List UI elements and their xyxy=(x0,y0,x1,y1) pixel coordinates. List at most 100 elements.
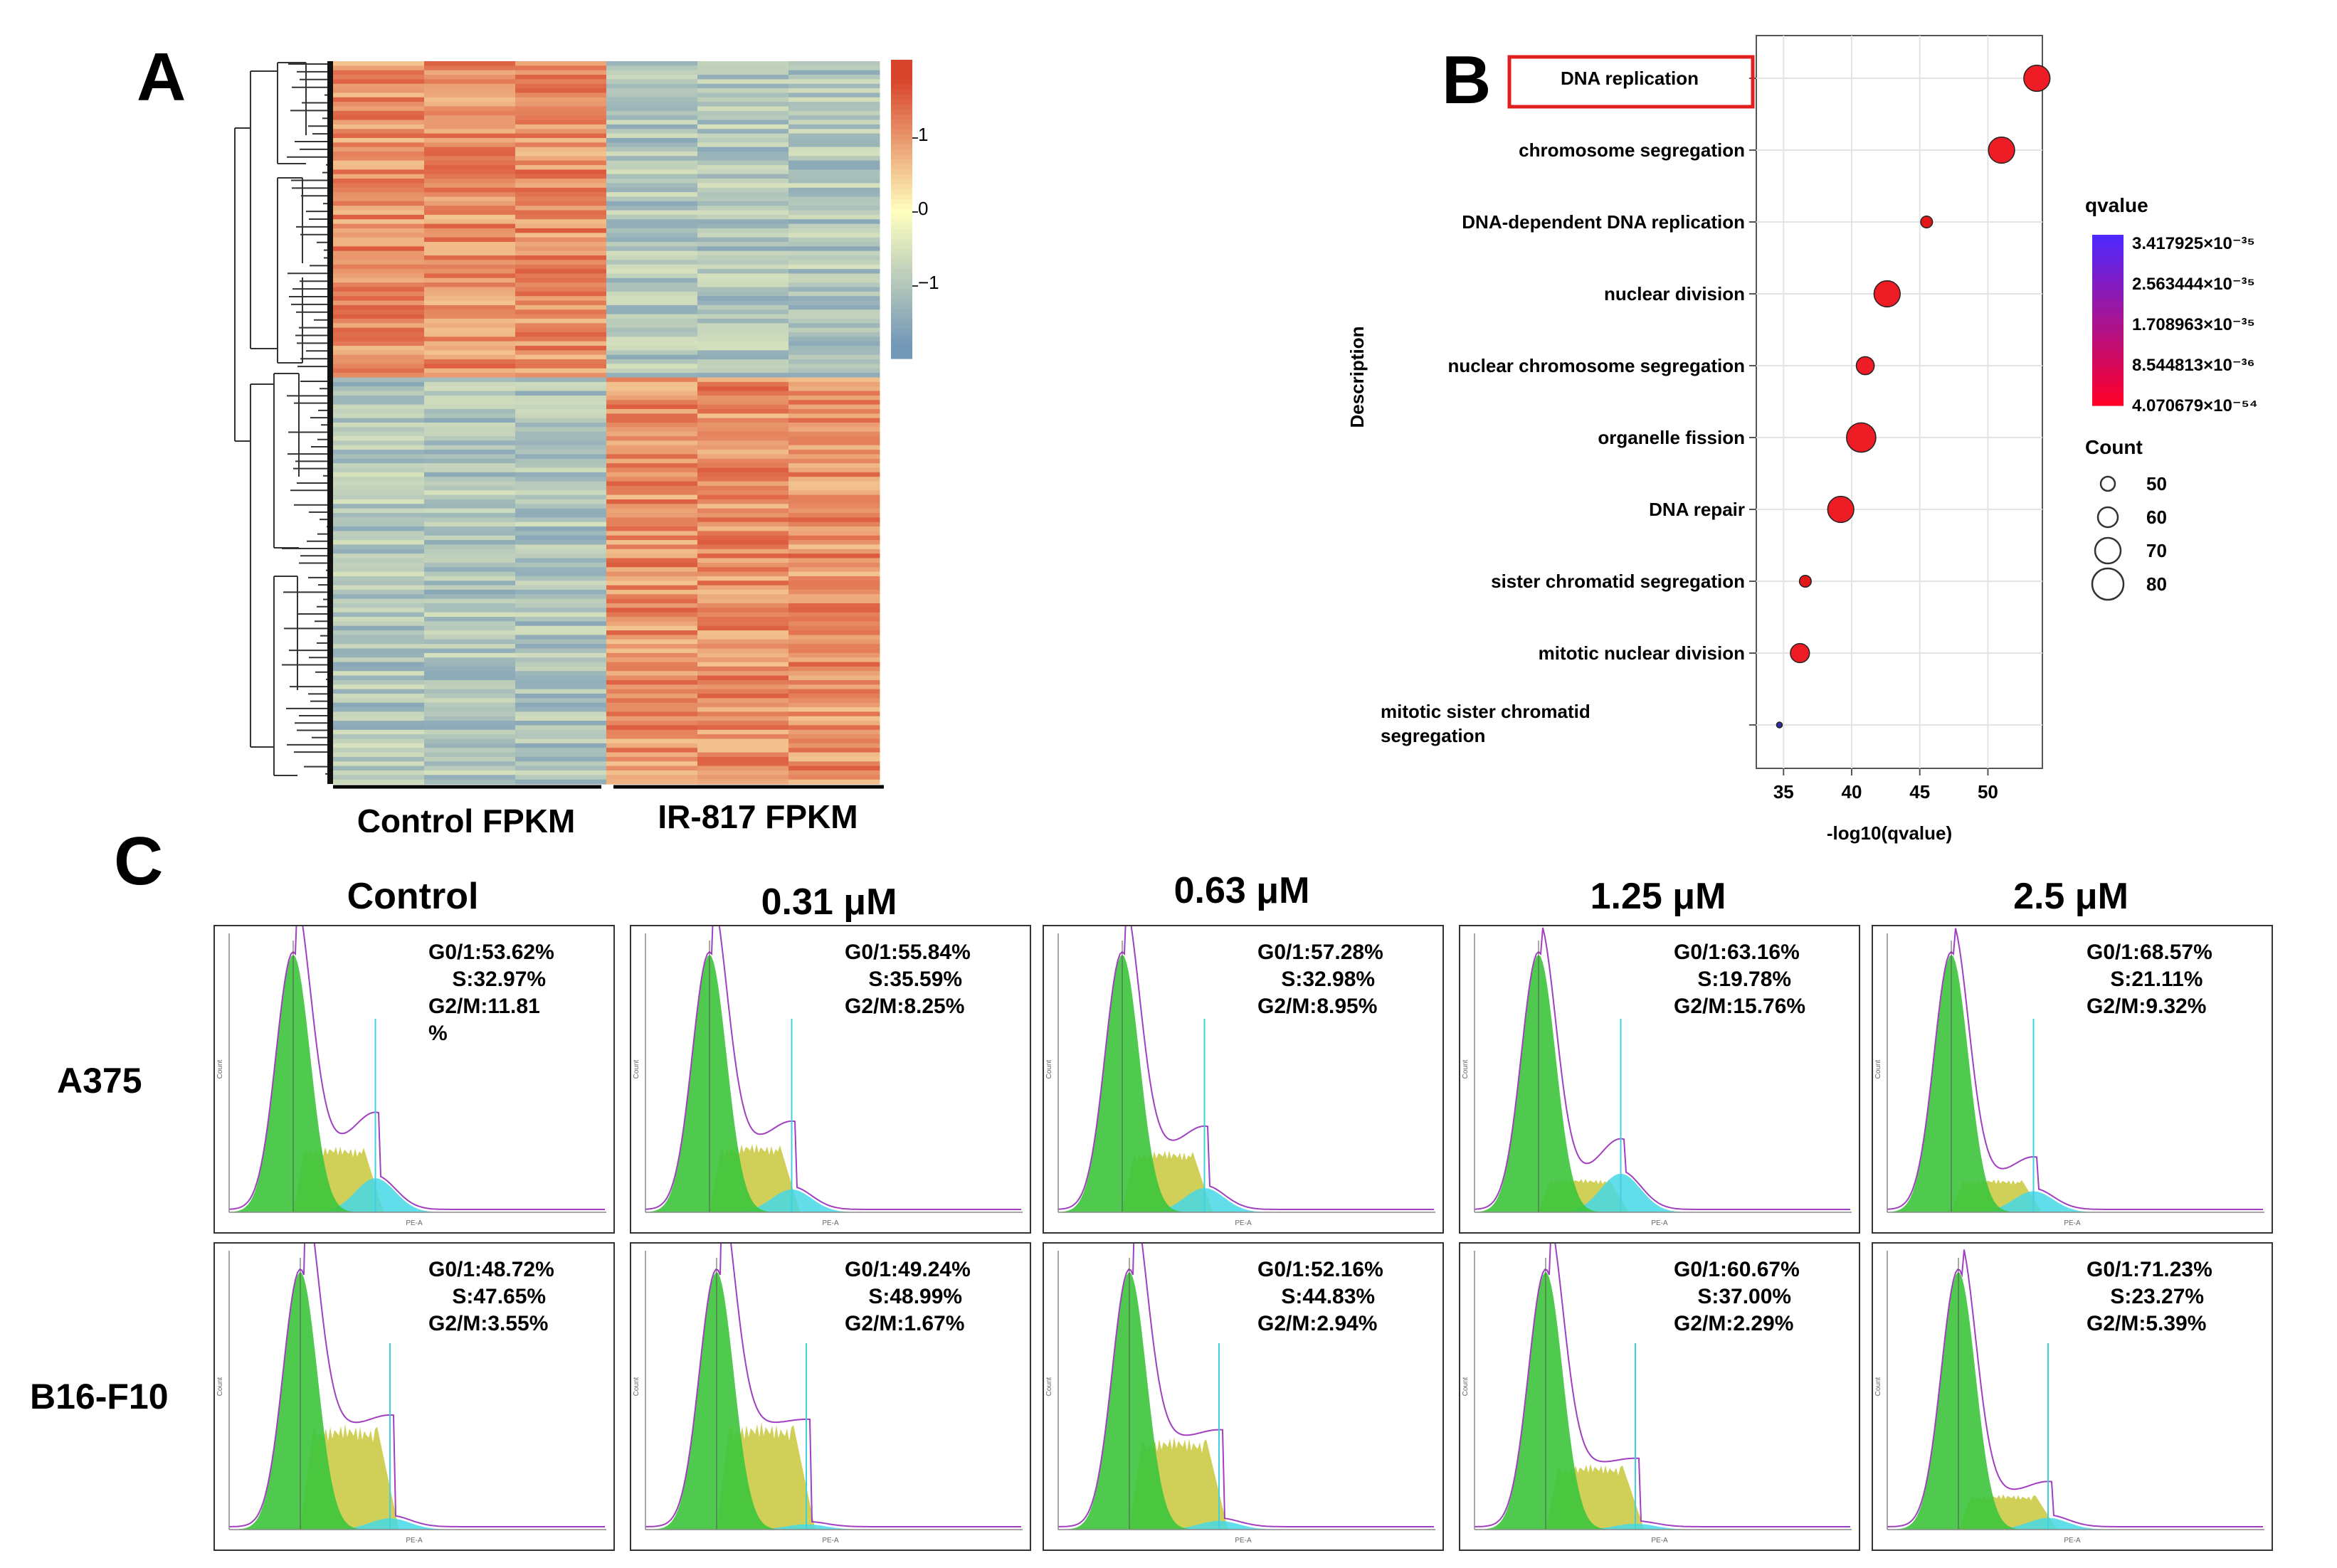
heatmap-cell xyxy=(788,748,880,753)
heatmap-cell xyxy=(788,666,880,672)
heatmap-cell xyxy=(788,617,880,622)
heatmap-cell xyxy=(606,187,698,193)
colorbar-segment xyxy=(891,229,912,235)
heatmap-cell xyxy=(424,354,516,360)
heatmap-cell xyxy=(606,413,698,419)
heatmap-cell xyxy=(515,567,607,573)
heatmap-cell xyxy=(515,508,607,514)
heatmap-cell xyxy=(697,427,789,433)
heatmap-cell xyxy=(333,716,425,721)
heatmap-cell xyxy=(424,291,516,297)
heatmap-cell xyxy=(606,404,698,410)
heatmap-cell xyxy=(788,644,880,650)
heatmap-cell xyxy=(788,671,880,677)
qvalue-colorbar-segment xyxy=(2092,384,2124,389)
heatmap-cell xyxy=(606,738,698,744)
heatmap-cell xyxy=(424,97,516,102)
heatmap-cell xyxy=(333,309,425,315)
heatmap-cell xyxy=(333,404,425,410)
heatmap-cell xyxy=(333,210,425,216)
fit-envelope-line xyxy=(228,926,605,1210)
y-axis-label: Count xyxy=(1045,1377,1053,1396)
heatmap-cell xyxy=(788,179,880,184)
heatmap-cell xyxy=(515,300,607,306)
colorbar-segment xyxy=(891,304,912,309)
heatmap-cell xyxy=(788,716,880,721)
condition-label: 1.25 μM xyxy=(1590,876,1726,917)
heatmap-cell xyxy=(333,458,425,464)
heatmap-cell xyxy=(515,652,607,658)
cell-cycle-percentages: G0/1:63.16% S:19.78% G2/M:15.76% xyxy=(1674,941,1806,1018)
qvalue-colorbar-segment xyxy=(2092,295,2124,300)
heatmap-cell xyxy=(606,269,698,275)
heatmap-cell xyxy=(606,621,698,627)
heatmap-cell xyxy=(424,75,516,80)
heatmap-chart: 1 0 −1 Control FPKM IR-817 FPKM xyxy=(234,60,939,832)
qvalue-colorbar-segment xyxy=(2092,286,2124,291)
heatmap-cell xyxy=(606,694,698,699)
heatmap-cell xyxy=(424,436,516,441)
heatmap-cell xyxy=(606,467,698,473)
heatmap-cell xyxy=(333,192,425,198)
heatmap-cell xyxy=(788,174,880,179)
heatmap-cell xyxy=(424,373,516,378)
heatmap-cell xyxy=(333,531,425,536)
colorbar-segment xyxy=(891,100,912,105)
heatmap-cell xyxy=(606,192,698,198)
qvalue-colorbar-segment xyxy=(2092,367,2124,372)
heatmap-cell xyxy=(333,255,425,260)
heatmap-cell xyxy=(424,160,516,166)
heatmap-cell xyxy=(424,734,516,740)
heatmap-cell xyxy=(515,246,607,252)
heatmap-cell xyxy=(333,246,425,252)
heatmap-cell xyxy=(606,544,698,550)
heatmap-cell xyxy=(606,115,698,121)
heatmap-cell xyxy=(333,581,425,586)
heatmap-cell xyxy=(697,675,789,681)
qvalue-colorbar-segment xyxy=(2092,346,2124,351)
heatmap-cell xyxy=(606,156,698,161)
y-axis-label: Count xyxy=(1462,1377,1470,1396)
heatmap-cell xyxy=(424,147,516,152)
count-legend-circle xyxy=(2096,506,2119,529)
qvalue-colorbar-segment xyxy=(2092,256,2124,261)
heatmap-cell xyxy=(697,743,789,748)
heatmap-cell xyxy=(424,671,516,677)
colorbar-segment xyxy=(891,354,912,359)
cell-cycle-percentages: G0/1:71.23% S:23.27% G2/M:5.39% xyxy=(2087,1258,2212,1335)
heatmap-cell xyxy=(333,156,425,161)
heatmap-cell xyxy=(788,381,880,387)
heatmap-cell xyxy=(515,621,607,627)
heatmap-cell xyxy=(606,567,698,573)
heatmap-cell xyxy=(515,83,607,89)
heatmap-cell xyxy=(333,553,425,559)
heatmap-cell xyxy=(333,694,425,699)
heatmap-cell xyxy=(606,549,698,554)
heatmap-cell xyxy=(606,508,698,514)
heatmap-cell xyxy=(697,440,789,446)
heatmap-cell xyxy=(606,106,698,112)
heatmap-cell xyxy=(697,183,789,189)
count-legend-circle xyxy=(2091,567,2125,601)
heatmap-cell xyxy=(333,734,425,740)
colorbar-segment xyxy=(891,314,912,319)
heatmap-cell xyxy=(697,223,789,229)
heatmap-cell xyxy=(606,535,698,541)
g01-phase-area xyxy=(645,1272,1023,1530)
heatmap-cell xyxy=(515,233,607,238)
heatmap-cell xyxy=(788,752,880,758)
heatmap-cell xyxy=(697,120,789,125)
heatmap-cell xyxy=(333,359,425,365)
qvalue-colorbar-segment xyxy=(2092,269,2124,274)
heatmap-cell xyxy=(606,671,698,677)
heatmap-cell xyxy=(606,490,698,496)
heatmap-cell xyxy=(697,381,789,387)
heatmap-cell xyxy=(333,169,425,175)
x-axis-label: PE-A xyxy=(1651,1537,1668,1545)
heatmap-cell xyxy=(333,485,425,491)
heatmap-cell xyxy=(424,770,516,775)
heatmap-cell xyxy=(515,689,607,694)
heatmap-cell xyxy=(606,521,698,527)
heatmap-cell xyxy=(333,129,425,134)
heatmap-cell xyxy=(606,494,698,500)
